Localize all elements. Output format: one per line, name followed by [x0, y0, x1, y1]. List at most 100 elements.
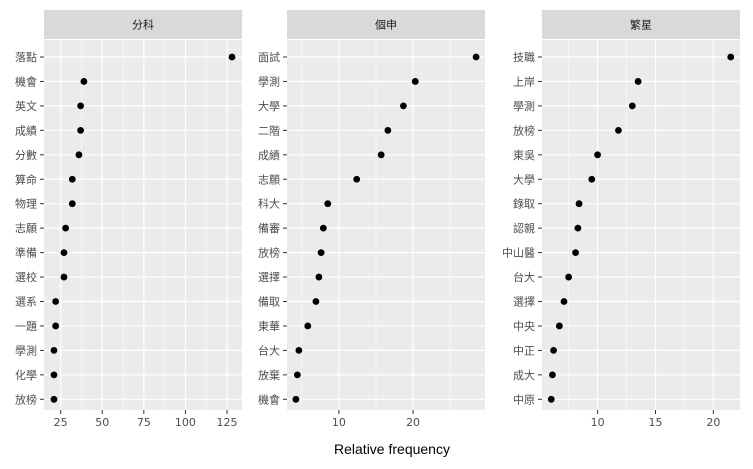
- category-label: 中原: [513, 393, 535, 406]
- category-label: 大學: [513, 172, 535, 186]
- category-label: 機會: [258, 392, 280, 406]
- data-point: [52, 298, 60, 305]
- x-tick-label: 125: [217, 416, 238, 429]
- data-point: [292, 395, 300, 403]
- data-point: [565, 273, 573, 281]
- data-point: [62, 224, 70, 232]
- data-point: [68, 175, 76, 183]
- data-point: [50, 371, 58, 379]
- data-point: [304, 322, 312, 330]
- category-label: 選擇: [513, 295, 535, 309]
- data-point: [353, 175, 361, 183]
- x-tick-label: 10: [332, 416, 346, 429]
- x-tick-label: 20: [406, 416, 420, 429]
- category-label: 選擇: [258, 270, 280, 284]
- data-point: [560, 298, 568, 305]
- panel-strip-title: 個申: [375, 19, 397, 32]
- x-tick-label: 20: [706, 416, 720, 429]
- data-point: [615, 126, 622, 134]
- panel-strip: [287, 10, 485, 39]
- panel-background: [44, 40, 242, 410]
- data-point: [594, 151, 601, 159]
- data-point: [411, 78, 419, 85]
- category-label: 學測: [258, 74, 280, 88]
- category-label: 技職: [513, 51, 535, 64]
- data-point: [727, 53, 735, 61]
- category-label: 機會: [15, 74, 37, 88]
- data-point: [60, 249, 68, 256]
- category-label: 台大: [258, 343, 280, 357]
- data-point: [319, 224, 327, 232]
- category-label: 放榜: [15, 392, 37, 406]
- category-label: 科大: [258, 197, 280, 211]
- data-point: [588, 175, 596, 183]
- category-label: 算命: [15, 172, 37, 186]
- data-point: [80, 78, 88, 85]
- data-point: [377, 151, 385, 159]
- data-point: [472, 53, 480, 61]
- data-point: [634, 78, 642, 85]
- data-point: [555, 322, 563, 330]
- data-point: [315, 273, 323, 281]
- x-tick-label: 25: [54, 416, 68, 429]
- category-label: 台大: [513, 270, 535, 284]
- category-label: 學測: [15, 343, 37, 357]
- data-point: [50, 395, 58, 403]
- category-label: 物理: [15, 197, 37, 211]
- category-label: 放榜: [258, 246, 280, 260]
- data-point: [549, 371, 556, 379]
- data-point: [293, 371, 301, 379]
- category-label: 落點: [15, 51, 37, 64]
- x-tick-label: 15: [648, 416, 662, 429]
- category-label: 一題: [15, 320, 37, 333]
- category-label: 中山醫: [502, 247, 535, 260]
- x-tick-label: 10: [591, 416, 605, 429]
- data-point: [295, 347, 303, 354]
- data-point: [228, 53, 236, 61]
- data-point: [324, 200, 332, 208]
- data-point: [60, 273, 68, 281]
- category-label: 英文: [15, 99, 37, 113]
- category-label: 錄取: [513, 197, 535, 211]
- category-label: 中央: [513, 320, 535, 333]
- panel-strip: [542, 10, 740, 39]
- category-label: 志願: [15, 222, 37, 235]
- panel-strip: [44, 10, 242, 39]
- category-label: 東吳: [513, 149, 535, 162]
- category-label: 放棄: [258, 368, 280, 382]
- category-label: 二階: [258, 123, 280, 137]
- category-label: 中正: [513, 344, 535, 357]
- category-label: 志願: [258, 173, 280, 186]
- category-label: 選校: [15, 270, 37, 284]
- category-label: 大學: [258, 99, 280, 113]
- x-tick-label: 75: [137, 416, 151, 429]
- category-label: 備審: [258, 221, 280, 235]
- panel-background: [287, 40, 485, 410]
- category-label: 分數: [15, 149, 37, 162]
- category-label: 備取: [258, 296, 280, 309]
- data-point: [77, 102, 85, 110]
- category-label: 化學: [15, 368, 37, 382]
- x-tick-label: 100: [175, 416, 196, 429]
- data-point: [384, 126, 392, 134]
- data-point: [75, 151, 83, 159]
- category-label: 成績: [15, 123, 37, 137]
- data-point: [572, 249, 579, 256]
- category-label: 成大: [513, 368, 535, 382]
- data-point: [575, 200, 583, 208]
- data-point: [50, 347, 58, 354]
- category-label: 東華: [258, 320, 280, 333]
- x-axis-title: Relative frequency: [334, 441, 450, 457]
- panel-strip-title: 繁星: [630, 18, 652, 32]
- data-point: [628, 102, 636, 110]
- data-point: [400, 102, 407, 110]
- data-point: [317, 249, 325, 256]
- data-point: [547, 395, 555, 403]
- category-label: 上岸: [513, 75, 535, 88]
- panel-strip-title: 分科: [132, 18, 154, 32]
- data-point: [77, 126, 85, 134]
- category-label: 學測: [513, 99, 535, 113]
- data-point: [574, 224, 582, 232]
- data-point: [550, 347, 557, 354]
- data-point: [52, 322, 60, 330]
